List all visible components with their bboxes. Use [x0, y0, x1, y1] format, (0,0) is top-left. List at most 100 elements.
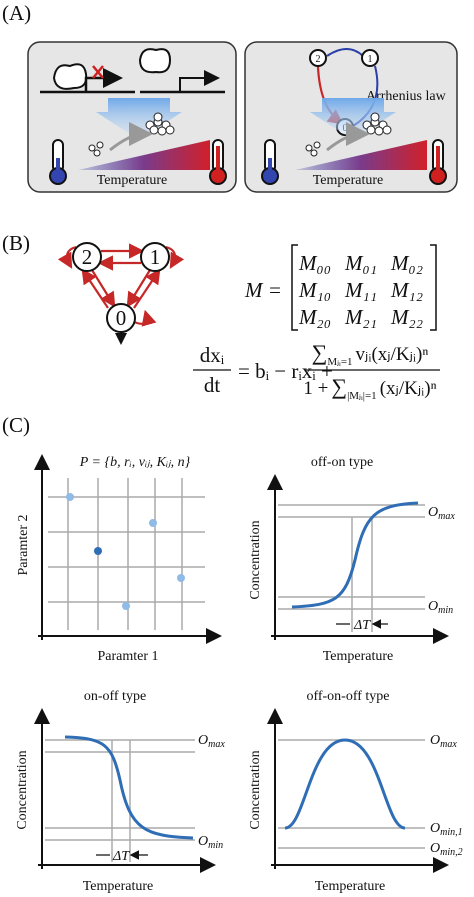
matrix-entry: M₂₀: [298, 305, 331, 329]
shape-path: [64, 735, 194, 840]
shape-g: [278, 739, 425, 849]
subscript: max: [440, 739, 457, 750]
matrix-entry: M₀₁: [344, 251, 377, 275]
y-axis-label: Paramter 2: [16, 514, 31, 575]
shape-g: [88, 141, 104, 157]
shape-circle: [177, 574, 185, 582]
shape-path: [109, 122, 153, 152]
shape-path: [179, 70, 220, 92]
shape-circle: [310, 149, 318, 157]
plot-title: off-on type: [311, 455, 373, 470]
shape-path: [52, 63, 88, 90]
panel-label: (C): [2, 413, 30, 437]
shape-circle: [96, 141, 104, 149]
shape-rect: [216, 146, 220, 174]
node-label: 1: [368, 54, 373, 65]
shape-path: [57, 245, 77, 269]
subscript: min,1: [440, 827, 463, 838]
level-label: Omax: [430, 733, 457, 750]
temperature-label: Temperature: [97, 173, 168, 188]
shape-circle: [88, 144, 96, 152]
matrix-name: M =: [244, 278, 282, 302]
matrix-entry: M₂₁: [344, 305, 377, 329]
y-axis-label: Concentration: [248, 750, 263, 829]
subscript: min,2: [440, 847, 463, 858]
shape-path: [291, 501, 419, 609]
subscript: max: [438, 511, 455, 522]
shape-circle: [370, 112, 380, 122]
matrix-entry: M₁₁: [344, 278, 377, 302]
shape-rect: [268, 158, 272, 174]
shape-polygon: [295, 140, 427, 170]
plot-title: on-off type: [84, 689, 146, 704]
shape-rect: [56, 158, 60, 174]
y-axis-label: Concentration: [15, 750, 30, 829]
level-label: Omin: [428, 599, 453, 616]
level-label: Omin,1: [430, 821, 463, 838]
shape-circle: [93, 149, 101, 157]
parameter-set: P = {b, rᵢ, vᵢⱼ, Kᵢⱼ, n}: [79, 455, 191, 470]
panel-c: (C) P = {b, rᵢ, vᵢⱼ, Kᵢⱼ, n} Paramter 2 …: [2, 413, 463, 894]
sum-index: Mⱼᵢ=1: [327, 356, 352, 368]
x-axis-label: Temperature: [315, 879, 386, 894]
panel-b: (B) 2 1 0 M = M₀₀ M₀₁ M₀₂ M₁₀ M₁₁ M₁₂ M₂₀ M₂₁ M₂…: [2, 231, 440, 402]
shape-path: [326, 48, 364, 57]
panel-label: (B): [2, 231, 30, 255]
x-axis-label: Temperature: [323, 649, 394, 664]
denominator-start: 1 +: [303, 378, 328, 399]
shape-circle: [122, 602, 130, 610]
sum-sign: ∑: [331, 374, 347, 399]
panel-label: (A): [2, 1, 31, 25]
shape-rect: [436, 146, 440, 174]
shape-path: [138, 48, 172, 74]
shape-circle: [72, 242, 102, 272]
shape-circle: [165, 125, 175, 135]
shape-path: [165, 245, 185, 269]
level-label: Omin,2: [430, 841, 463, 858]
symbol: O: [430, 841, 440, 856]
symbol: O: [198, 834, 208, 849]
shape-circle: [382, 125, 392, 135]
shape-circle: [149, 519, 157, 527]
matrix-entry: M₀₀: [298, 251, 331, 275]
matrix-entry: M₁₂: [390, 278, 423, 302]
sum-index: |Mⱼᵢ|=1: [347, 390, 377, 402]
shape-circle: [153, 112, 163, 122]
delta-label: ΔT: [353, 618, 371, 633]
shape-path: [133, 268, 161, 309]
shape-circle: [140, 242, 170, 272]
shape-circle: [66, 493, 74, 501]
symbol: O: [430, 733, 440, 748]
shape-circle: [305, 144, 313, 152]
shape-path: [84, 68, 123, 92]
shape-path: [284, 738, 406, 830]
shape-g: [305, 141, 321, 157]
matrix-entry: M₂₂: [390, 305, 423, 329]
subscript: max: [208, 739, 225, 750]
x-axis-label: Paramter 1: [97, 649, 158, 664]
shape-circle: [374, 126, 384, 136]
shape-circle: [94, 547, 102, 555]
eq-rhs: = bᵢ − rᵢxᵢ +: [238, 359, 333, 383]
shape-path: [291, 244, 437, 331]
shape-g: [45, 739, 195, 862]
shape-circle: [106, 303, 136, 333]
plot-title: off-on-off type: [306, 689, 389, 704]
temperature-label: Temperature: [313, 173, 384, 188]
shape-path: [81, 268, 109, 309]
shape-circle: [309, 49, 327, 67]
y-axis-label: Concentration: [248, 520, 263, 599]
shape-path: [92, 65, 104, 79]
node-label: 0: [116, 306, 127, 330]
matrix-entry: M₁₀: [298, 278, 331, 302]
node-label: 1: [150, 245, 161, 269]
sum-term: (xⱼ/Kⱼᵢ)ⁿ: [380, 378, 437, 399]
shape-path: [133, 309, 157, 327]
shape-circle: [157, 126, 167, 136]
panel-a: (A) Temperature 2 1 0 Arrhenius law Temp…: [2, 1, 458, 193]
level-label: Omax: [198, 733, 225, 750]
symbol: O: [428, 599, 438, 614]
matrix: M₀₀ M₀₁ M₀₂ M₁₀ M₁₁ M₁₂ M₂₀ M₂₁ M₂₂: [298, 251, 423, 329]
shape-g: [48, 478, 205, 630]
